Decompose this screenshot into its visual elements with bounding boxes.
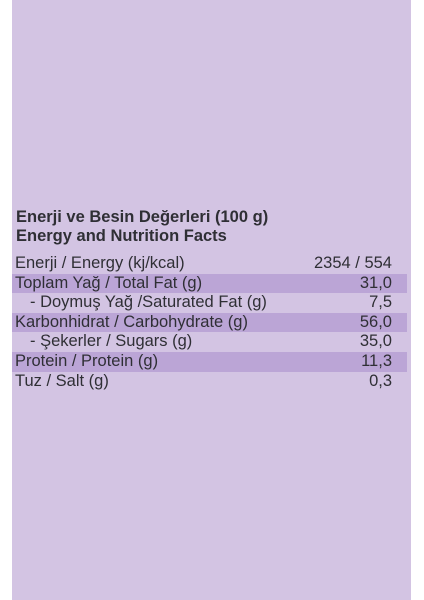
row-protein: Protein / Protein (g) 11,3 [12,351,407,372]
row-carbohydrate: Karbonhidrat / Carbohydrate (g) 56,0 [12,312,407,333]
row-value: 0,3 [369,371,392,390]
row-value: 56,0 [359,312,392,331]
row-saturated-fat: - Doymuş Yağ /Saturated Fat (g) 7,5 [12,293,407,313]
label-panel [12,0,411,600]
row-label: Karbonhidrat / Carbohydrate (g) [15,312,248,331]
row-label: Enerji / Energy (kj/kcal) [15,254,185,272]
nutrition-table: Enerji / Energy (kj/kcal) 2354 / 554 Top… [12,254,407,391]
row-salt: Tuz / Salt (g) 0,3 [12,372,407,392]
row-label: - Doymuş Yağ /Saturated Fat (g) [30,293,267,312]
row-value: 31,0 [359,273,392,292]
row-value: 35,0 [359,332,392,351]
row-label: Protein / Protein (g) [15,351,159,370]
row-total-fat: Toplam Yağ / Total Fat (g) 31,0 [12,273,407,294]
row-energy: Enerji / Energy (kj/kcal) 2354 / 554 [12,254,407,274]
row-label: Toplam Yağ / Total Fat (g) [15,273,203,292]
row-label: Tuz / Salt (g) [15,371,109,390]
heading-turkish: Enerji ve Besin Değerleri (100 g) [16,208,269,226]
heading-english: Energy and Nutrition Facts [16,227,227,245]
row-label: - Şekerler / Sugars (g) [30,332,193,351]
nutrition-heading: Enerji ve Besin Değerleri (100 g) Energy… [16,208,268,246]
row-value: 11,3 [361,351,392,370]
row-sugars: - Şekerler / Sugars (g) 35,0 [12,332,407,352]
row-value: 7,5 [369,293,392,312]
row-value: 2354 / 554 [314,254,392,272]
